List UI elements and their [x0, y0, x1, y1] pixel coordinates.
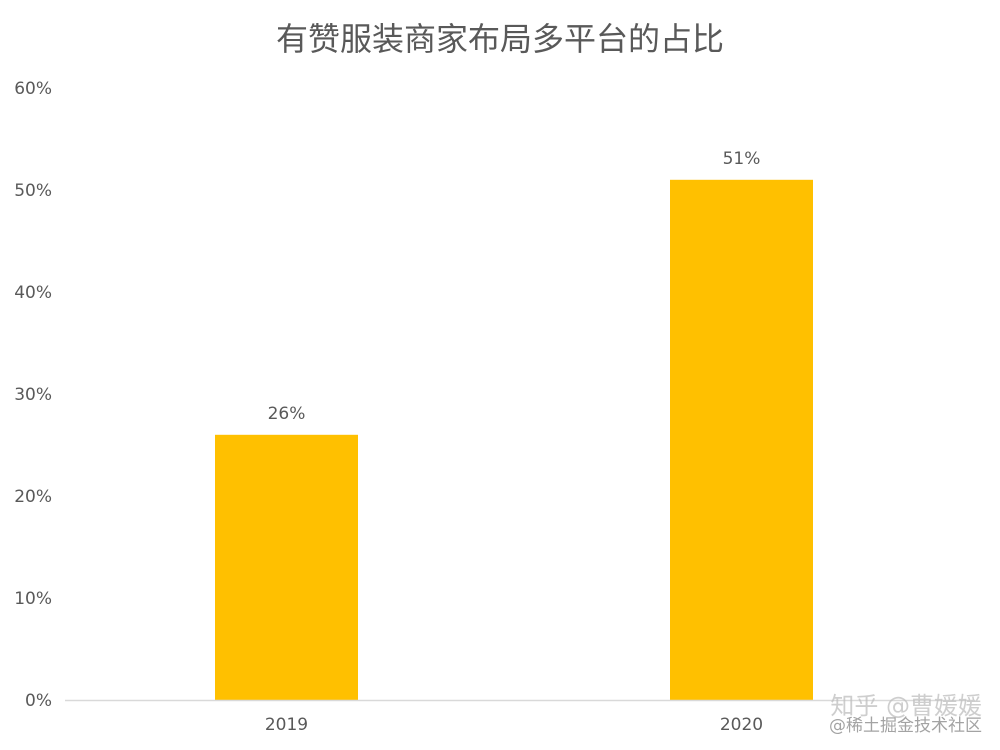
- y-tick-label: 40%: [14, 283, 52, 303]
- x-tick-label: 2020: [720, 715, 763, 735]
- y-tick-label: 10%: [14, 589, 52, 609]
- x-tick-label: 2019: [265, 715, 308, 735]
- bar-2020: [670, 179, 813, 701]
- bar-2019: [215, 434, 358, 700]
- data-label: 51%: [723, 149, 761, 169]
- y-tick-label: 50%: [14, 181, 52, 201]
- watermark-sub: @稀土掘金技术社区: [829, 716, 982, 736]
- chart-title: 有赞服装商家布局多平台的占比: [275, 20, 724, 58]
- y-tick-label: 0%: [25, 691, 52, 711]
- y-tick-label: 20%: [14, 487, 52, 507]
- y-tick-label: 60%: [14, 79, 52, 99]
- y-tick-label: 30%: [14, 385, 52, 405]
- watermark-main: 知乎 @曹媛媛: [830, 692, 982, 720]
- watermark: 知乎 @曹媛媛 @稀土掘金技术社区: [829, 686, 982, 736]
- data-label: 26%: [268, 404, 306, 424]
